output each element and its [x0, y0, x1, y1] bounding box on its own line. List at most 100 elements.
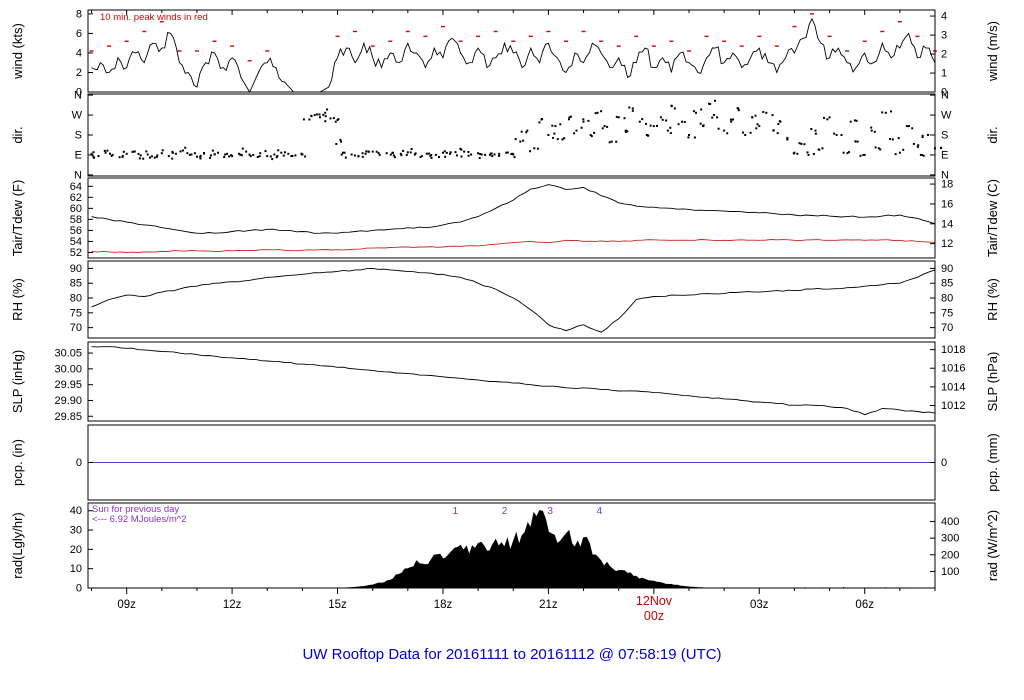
dir-dot: [132, 150, 135, 153]
axis-title-left-rad: rad(Lgly/hr): [10, 512, 25, 578]
panel-border-rh: [87, 260, 936, 339]
dir-dot: [161, 149, 164, 152]
rad-accum-marker: 3: [547, 506, 553, 517]
dir-dot: [97, 155, 100, 158]
dir-dot: [677, 123, 680, 126]
dir-dot: [405, 153, 408, 156]
dir-dot: [665, 119, 668, 122]
dir-dot: [153, 156, 156, 159]
dir-dot: [438, 156, 440, 158]
dir-dot: [700, 108, 703, 111]
y-tick-right-wind: 0: [941, 87, 947, 99]
dir-dot: [290, 155, 293, 158]
dir-dot: [817, 148, 820, 151]
axis-title-left-slp: SLP (inHg): [10, 350, 25, 413]
dir-dot: [294, 154, 297, 157]
dir-dot: [902, 148, 905, 151]
y-tick-right-temp: 12: [941, 238, 953, 250]
dir-dot: [884, 111, 887, 114]
dir-dot: [922, 154, 925, 157]
y-tick-right-rad: 100: [941, 566, 959, 578]
dir-dot: [786, 136, 789, 139]
dir-dot: [561, 138, 564, 141]
panel-border-rad: [87, 502, 936, 589]
dir-dot: [245, 150, 248, 153]
dir-dot: [846, 152, 849, 155]
dir-dot: [568, 118, 570, 121]
dir-dot: [420, 155, 423, 158]
dir-dot: [479, 153, 482, 155]
dir-dot: [209, 156, 211, 159]
dir-dot: [512, 153, 515, 156]
dir-dot: [737, 109, 740, 112]
dir-dot: [716, 116, 719, 119]
y-tick-left-rh: 70: [70, 322, 82, 334]
dir-dot: [683, 121, 686, 123]
dir-dot: [593, 131, 596, 134]
dir-dot: [835, 134, 838, 136]
dir-dot: [806, 151, 809, 154]
y-tick-left-temp: 58: [70, 214, 82, 226]
dir-dot: [736, 107, 739, 110]
chart-title: UW Rooftop Data for 20161111 to 20161112…: [302, 646, 722, 663]
dir-dot: [199, 154, 202, 157]
dir-dot: [427, 152, 430, 155]
series-tdew_f: [91, 239, 936, 253]
dir-dot: [223, 156, 226, 158]
dir-dot: [149, 156, 151, 159]
panel-border-slp: [87, 341, 936, 422]
dir-dot: [649, 124, 652, 127]
axis-title-left-dir: dir.: [10, 126, 25, 143]
series-rh_pct: [91, 267, 936, 333]
dir-dot: [894, 153, 897, 156]
dir-dot: [414, 152, 417, 155]
dir-dot: [110, 154, 113, 157]
dir-dot: [269, 155, 272, 158]
dir-dot: [280, 151, 283, 154]
dir-dot: [284, 151, 286, 154]
y-tick-right-temp: 14: [941, 218, 953, 230]
dir-dot: [357, 155, 360, 158]
series-rad_lgly: [337, 510, 707, 589]
y-tick-right-dir: W: [941, 110, 952, 122]
dir-dot: [146, 153, 149, 156]
dir-dot: [442, 151, 444, 154]
dir-dot: [277, 149, 280, 152]
dir-dot: [856, 140, 859, 143]
y-tick-left-pcp: 0: [76, 457, 82, 469]
y-tick-left-rh: 75: [70, 307, 82, 319]
x-tick-label: 09z: [117, 599, 136, 611]
dir-dot: [406, 151, 409, 154]
dir-dot: [626, 130, 629, 133]
dir-dot: [862, 153, 865, 156]
dir-dot: [792, 152, 795, 155]
dir-dot: [563, 137, 566, 140]
y-tick-right-temp: 16: [941, 198, 953, 210]
dir-dot: [554, 125, 557, 128]
dir-dot: [921, 154, 923, 156]
dir-dot: [199, 156, 202, 159]
dir-dot: [732, 118, 734, 121]
axis-title-left-temp: Tair/Tdew (F): [10, 180, 25, 257]
dir-dot: [478, 157, 481, 159]
dir-dot: [708, 102, 710, 105]
dir-dot: [217, 151, 219, 154]
dir-dot: [551, 124, 554, 127]
dir-dot: [786, 138, 789, 141]
dir-dot: [505, 151, 508, 154]
dir-dot: [624, 130, 627, 133]
dir-dot: [693, 136, 696, 139]
y-tick-left-rh: 90: [70, 263, 82, 275]
dir-dot: [413, 153, 416, 156]
series-tair_f: [91, 184, 936, 234]
dir-dot: [798, 142, 801, 145]
dir-dot: [552, 136, 554, 139]
y-tick-right-slp: 1012: [941, 400, 965, 412]
dir-dot: [659, 116, 662, 119]
dir-dot: [751, 116, 754, 119]
dir-dot: [669, 126, 672, 129]
dir-dot: [669, 132, 672, 134]
dir-dot: [224, 153, 227, 156]
